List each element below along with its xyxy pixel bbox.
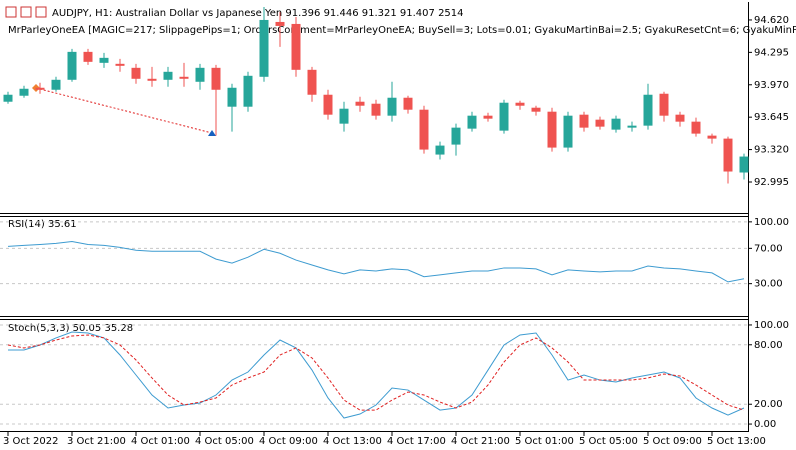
x-tick-label: 5 Oct 05:00 <box>579 436 638 447</box>
x-tick-label: 3 Oct 21:00 <box>67 436 126 447</box>
candle-body <box>627 125 637 128</box>
candle-body <box>147 78 157 81</box>
x-tick-label: 4 Oct 09:00 <box>259 436 318 447</box>
y-tick-label: 92.995 <box>754 177 789 188</box>
candle-body <box>19 88 29 96</box>
candle-body <box>83 51 93 62</box>
candle-body <box>595 119 605 127</box>
candle-body <box>307 69 317 95</box>
candle-body <box>211 67 221 90</box>
panel-title: RSI(14) 35.61 <box>8 219 77 230</box>
candle-body <box>563 115 573 148</box>
ea-info: MrParleyOneEA [MAGIC=217; SlippagePips=1… <box>8 25 796 36</box>
candle-body <box>643 94 653 126</box>
candle-body <box>131 67 141 79</box>
trade-marker <box>208 130 216 136</box>
y-tick-label: 93.320 <box>754 145 789 156</box>
y-tick-label: 93.645 <box>754 112 789 123</box>
candle-body <box>51 79 61 90</box>
y-tick-label: 0.00 <box>754 419 776 430</box>
candle-body <box>35 87 45 90</box>
candle-body <box>291 23 301 70</box>
x-tick-label: 5 Oct 01:00 <box>515 436 574 447</box>
candle-body <box>739 156 749 173</box>
candle-body <box>707 135 717 139</box>
y-tick-label: 70.00 <box>754 243 783 254</box>
candle-body <box>675 114 685 122</box>
indicator-line <box>7 334 745 411</box>
icon <box>35 6 47 18</box>
y-tick-label: 94.295 <box>754 47 789 58</box>
y-tick-label: 20.00 <box>754 399 783 410</box>
candle-body <box>547 111 557 148</box>
candle-body <box>467 115 477 129</box>
x-tick-label: 4 Oct 01:00 <box>131 436 190 447</box>
candle-body <box>611 118 621 130</box>
candle-body <box>659 93 669 116</box>
candle-body <box>163 71 173 80</box>
candle-body <box>515 102 525 106</box>
candle-body <box>195 67 205 82</box>
candle-body <box>419 109 429 150</box>
candle-body <box>371 103 381 116</box>
y-tick-label: 100.00 <box>754 320 789 331</box>
indicator-line <box>8 331 745 419</box>
candle-body <box>483 115 493 119</box>
x-tick-label: 4 Oct 21:00 <box>451 436 510 447</box>
x-tick-label: 3 Oct 2022 <box>3 436 58 447</box>
y-tick-label: 94.620 <box>754 15 789 26</box>
x-tick-label: 4 Oct 13:00 <box>323 436 382 447</box>
y-tick-label: 80.00 <box>754 340 783 351</box>
candle-body <box>179 76 189 79</box>
icon <box>5 6 17 18</box>
candle-body <box>579 114 589 128</box>
candle-body <box>403 97 413 110</box>
candle-body <box>387 97 397 116</box>
candle-body <box>259 19 269 77</box>
candle-body <box>355 101 365 106</box>
y-tick-label: 30.00 <box>754 279 783 290</box>
panel-title: Stoch(5,3,3) 50.05 35.28 <box>8 323 133 334</box>
icon <box>20 6 32 18</box>
candle-body <box>339 108 349 124</box>
candle-body <box>227 87 237 107</box>
chart-title: AUDJPY, H1: Australian Dollar vs Japanes… <box>52 8 464 19</box>
candle-body <box>275 21 285 26</box>
x-tick-label: 5 Oct 09:00 <box>643 436 702 447</box>
candle-body <box>67 51 77 80</box>
x-tick-label: 4 Oct 17:00 <box>387 436 446 447</box>
x-tick-label: 4 Oct 05:00 <box>195 436 254 447</box>
candle-body <box>499 102 509 131</box>
candle-body <box>243 75 253 107</box>
candle-body <box>435 145 445 155</box>
y-tick-label: 93.970 <box>754 80 789 91</box>
x-tick-label: 5 Oct 13:00 <box>707 436 766 447</box>
candle-body <box>99 57 109 63</box>
y-tick-label: 100.00 <box>754 217 789 228</box>
candle-body <box>451 127 461 145</box>
candle-body <box>323 94 333 115</box>
candle-body <box>723 138 733 172</box>
indicator-line <box>7 240 745 283</box>
candle-body <box>115 63 125 66</box>
candle-body <box>691 121 701 134</box>
candle-body <box>531 107 541 112</box>
candle-body <box>3 94 13 102</box>
